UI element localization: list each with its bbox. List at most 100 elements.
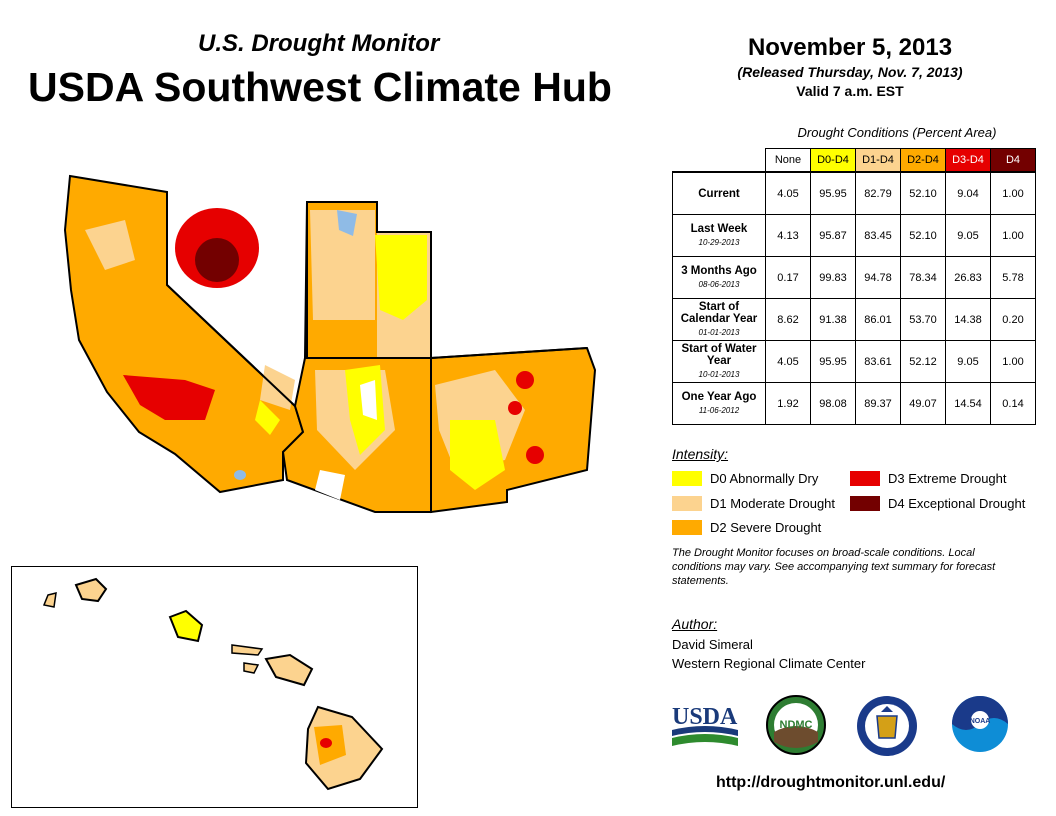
cell: 95.87 — [810, 214, 856, 257]
cell: 9.05 — [945, 214, 991, 257]
row-label: Start of Water Year 10-01-2013 — [672, 340, 766, 383]
row-label: Start of Calendar Year 01-01-2013 — [672, 298, 766, 341]
table-row: Start of Water Year 10-01-2013 4.05 95.95… — [672, 340, 1036, 383]
maui — [264, 653, 314, 687]
drought-monitor-url[interactable]: http://droughtmonitor.unl.edu/ — [716, 774, 946, 791]
hawaii-drought-map — [42, 577, 384, 791]
cell: 5.78 — [990, 256, 1036, 299]
niihau — [42, 592, 57, 608]
commerce-seal-logo — [857, 696, 917, 756]
cell: 99.83 — [810, 256, 856, 299]
cell: 78.34 — [900, 256, 946, 299]
state-boundaries — [166, 192, 588, 512]
map-date: November 5, 2013 — [747, 34, 953, 61]
table-row: Start of Calendar Year 01-01-2013 8.62 91… — [672, 298, 1036, 341]
date-block: November 5, 2013 (Released Thursday, Nov… — [700, 34, 1000, 99]
cell: 0.17 — [765, 256, 811, 299]
cell: 94.78 — [855, 256, 901, 299]
molokai — [231, 644, 264, 656]
drought-conditions-table: None D0-D4 D1-D4 D2-D4 D3-D4 D4 Current … — [672, 148, 1036, 425]
cell: 86.01 — [855, 298, 901, 341]
noaa-logo: NOAA — [952, 696, 1008, 752]
map-subtitle: U.S. Drought Monitor — [198, 30, 440, 57]
cell: 91.38 — [810, 298, 856, 341]
svg-text:USDA: USDA — [672, 704, 738, 730]
lanai — [243, 662, 260, 674]
legend-item-d0: D0 Abnormally Dry — [672, 471, 818, 486]
row-label: 3 Months Ago 08-06-2013 — [672, 256, 766, 299]
no-drought-areas — [315, 380, 377, 500]
author-org: Western Regional Climate Center — [672, 656, 866, 671]
col-d1-d4: D1-D4 — [855, 148, 901, 173]
row-label: One Year Ago 11-06-2012 — [672, 382, 766, 425]
cell: 49.07 — [900, 382, 946, 425]
southwest-drought-map — [63, 174, 597, 514]
cell: 4.05 — [765, 171, 811, 215]
disclaimer-note: The Drought Monitor focuses on broad-sca… — [672, 547, 996, 587]
cell: 1.00 — [990, 214, 1036, 257]
valid-time: Valid 7 a.m. EST — [796, 83, 904, 99]
cell: 9.05 — [945, 340, 991, 383]
cell: 82.79 — [855, 171, 901, 215]
map-title: USDA Southwest Climate Hub — [28, 64, 612, 110]
row-label: Last Week 10-29-2013 — [672, 214, 766, 257]
cell: 26.83 — [945, 256, 991, 299]
table-row: Last Week 10-29-2013 4.13 95.87 83.45 52.… — [672, 214, 1036, 257]
cell: 4.05 — [765, 340, 811, 383]
table-row: Current 4.05 95.95 82.79 52.10 9.04 1.00 — [672, 171, 1036, 215]
table-caption: Drought Conditions (Percent Area) — [797, 125, 997, 140]
cell: 83.45 — [855, 214, 901, 257]
table-header-row: None D0-D4 D1-D4 D2-D4 D3-D4 D4 — [673, 148, 1036, 173]
cell: 4.13 — [765, 214, 811, 257]
lakes — [234, 210, 357, 480]
usda-logo: USDA — [672, 704, 738, 746]
cell: 14.54 — [945, 382, 991, 425]
col-d2-d4: D2-D4 — [900, 148, 946, 173]
table-row: One Year Ago 11-06-2012 1.92 98.08 89.37 … — [672, 382, 1036, 425]
author-label: Author: — [672, 616, 718, 632]
cell: 0.20 — [990, 298, 1036, 341]
d4-areas — [195, 238, 239, 282]
col-d3-d4: D3-D4 — [945, 148, 991, 173]
legend-item-d2: D2 Severe Drought — [672, 520, 821, 535]
cell: 83.61 — [855, 340, 901, 383]
kauai — [74, 577, 108, 603]
cell: 95.95 — [810, 171, 856, 215]
col-none: None — [765, 148, 811, 173]
cell: 52.12 — [900, 340, 946, 383]
cell: 98.08 — [810, 382, 856, 425]
cell: 89.37 — [855, 382, 901, 425]
cell: 95.95 — [810, 340, 856, 383]
svg-text:NDMC: NDMC — [780, 719, 813, 731]
cell: 1.92 — [765, 382, 811, 425]
cell: 14.38 — [945, 298, 991, 341]
cell: 53.70 — [900, 298, 946, 341]
cell: 0.14 — [990, 382, 1036, 425]
cell: 1.00 — [990, 171, 1036, 215]
legend-swatch — [672, 520, 702, 535]
legend-swatch — [672, 471, 702, 486]
ndmc-logo: NDMC — [766, 695, 826, 755]
oahu — [168, 609, 204, 643]
legend-swatch — [850, 471, 880, 486]
legend-item-d4: D4 Exceptional Drought — [850, 496, 1025, 511]
legend-swatch — [850, 496, 880, 511]
legend-item-d3: D3 Extreme Drought — [850, 471, 1007, 486]
cell: 52.10 — [900, 171, 946, 215]
row-label: Current — [672, 171, 766, 215]
table-row: 3 Months Ago 08-06-2013 0.17 99.83 94.78 … — [672, 256, 1036, 299]
intensity-label: Intensity: — [672, 446, 729, 462]
big-island-d3 — [320, 738, 332, 748]
col-d0-d4: D0-D4 — [810, 148, 856, 173]
author-name: David Simeral — [672, 637, 753, 652]
cell: 1.00 — [990, 340, 1036, 383]
legend-item-d1: D1 Moderate Drought — [672, 496, 835, 511]
cell: 52.10 — [900, 214, 946, 257]
svg-text:NOAA: NOAA — [970, 718, 991, 725]
cell: 8.62 — [765, 298, 811, 341]
hawaii-inset — [11, 566, 418, 808]
col-d4: D4 — [990, 148, 1036, 173]
release-date: (Released Thursday, Nov. 7, 2013) — [737, 64, 963, 80]
legend-swatch — [672, 496, 702, 511]
cell: 9.04 — [945, 171, 991, 215]
